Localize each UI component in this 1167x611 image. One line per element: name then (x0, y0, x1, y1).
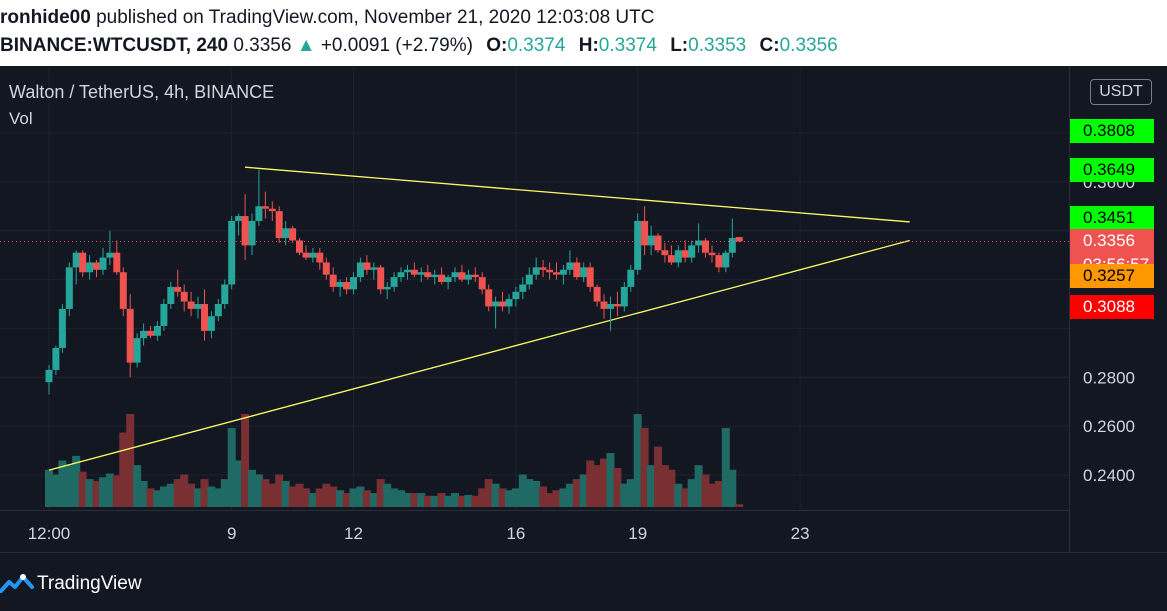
volume-indicator-label[interactable]: Vol (9, 109, 33, 128)
tradingview-logo-icon (0, 574, 34, 593)
price-badge: 0.3257 (1070, 263, 1154, 288)
footer: TradingView (0, 552, 1167, 611)
last-price: 0.3356 (233, 35, 292, 56)
price-badge: 0.3451 (1070, 206, 1154, 231)
price-badge: 0.3808 (1070, 119, 1154, 144)
change-text: +0.0091 (+2.79%) (320, 35, 473, 56)
publish-header: ronhide00 published on TradingView.com, … (0, 0, 1167, 66)
series-title[interactable]: Walton / TetherUS, 4h, BINANCE (9, 82, 275, 102)
chart-pane[interactable] (0, 66, 1167, 552)
price-badge: 0.3088 (1070, 294, 1154, 319)
price-badge: 0.3356 (1070, 229, 1154, 254)
author-name[interactable]: ronhide00 (0, 7, 91, 28)
ohlc-high: H:0.3374 (578, 35, 657, 56)
time-axis-border (0, 510, 1070, 511)
ohlc-low: L:0.3353 (670, 35, 747, 56)
chart-legend: Walton / TetherUS, 4h, BINANCE Vol (9, 82, 274, 129)
ohlc-open: O:0.3374 (486, 35, 566, 56)
change-arrow-icon: ▲ (296, 35, 316, 56)
symbol-text: BINANCE:WTCUSDT, 240 (0, 35, 229, 56)
ohlc-close: C:0.3356 (759, 35, 838, 56)
brand-name: TradingView (37, 573, 142, 594)
publish-info: ronhide00 published on TradingView.com, … (0, 7, 654, 29)
price-axis-border (1069, 66, 1070, 552)
price-badge: 0.3649 (1070, 157, 1154, 182)
symbol-info: BINANCE:WTCUSDT, 240 0.3356 ▲ +0.0091 (+… (0, 35, 846, 57)
currency-button[interactable]: USDT (1090, 79, 1152, 105)
published-text: published on TradingView.com, November 2… (96, 7, 655, 28)
